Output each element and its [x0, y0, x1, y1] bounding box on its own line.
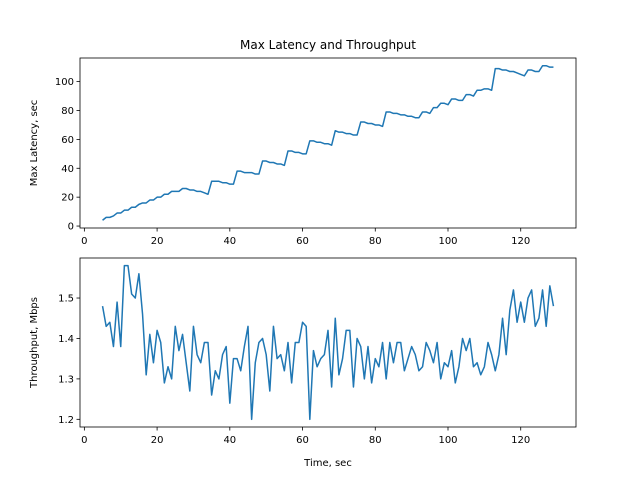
- axes-frame: [79, 257, 577, 428]
- chart-title: Max Latency and Throughput: [240, 38, 416, 52]
- y-tick-label: 80: [61, 106, 74, 117]
- x-tick-label: 20: [151, 236, 164, 247]
- y-axis-label: Throughput, Mbps: [29, 297, 40, 389]
- x-tick-label: 20: [151, 435, 164, 446]
- y-tick-label: 1.3: [58, 374, 74, 385]
- x-tick-label: 80: [369, 236, 382, 247]
- y-tick-label: 1.2: [58, 415, 74, 426]
- x-tick-label: 80: [369, 435, 382, 446]
- x-tick-label: 40: [223, 435, 236, 446]
- x-tick-label: 100: [438, 236, 457, 247]
- x-tick-label: 100: [438, 435, 457, 446]
- x-tick-label: 120: [511, 236, 530, 247]
- y-tick-label: 100: [55, 77, 74, 88]
- line: [102, 64, 554, 221]
- y-tick-label: 20: [61, 193, 74, 204]
- x-axis-label: Time, sec: [303, 458, 352, 469]
- y-tick-label: 60: [61, 135, 74, 146]
- x-tick-label: 120: [511, 435, 530, 446]
- axes-frame: [79, 57, 577, 229]
- y-tick-label: 0: [68, 222, 74, 233]
- line: [101, 264, 555, 421]
- x-tick-label: 40: [223, 236, 236, 247]
- x-tick-label: 60: [296, 435, 309, 446]
- y-tick-label: 1.5: [58, 294, 74, 305]
- x-tick-label: 60: [296, 236, 309, 247]
- x-tick-label: 0: [81, 435, 87, 446]
- x-tick-label: 0: [81, 236, 87, 247]
- y-axis-label: Max Latency, sec: [29, 100, 40, 187]
- y-tick-label: 1.4: [58, 334, 74, 345]
- y-tick-label: 40: [61, 164, 74, 175]
